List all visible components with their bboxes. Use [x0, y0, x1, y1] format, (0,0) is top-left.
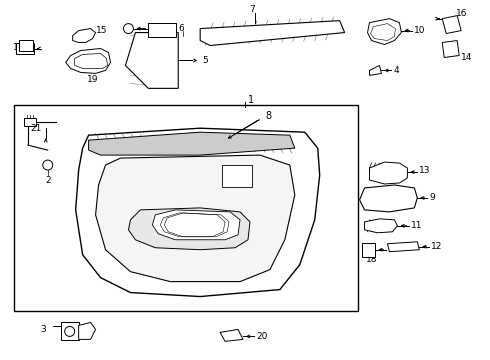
Text: 3: 3 [40, 325, 46, 334]
Polygon shape [75, 128, 319, 297]
Polygon shape [442, 15, 461, 33]
Bar [19, 40, 33, 51]
Polygon shape [78, 323, 96, 339]
Text: 7: 7 [249, 5, 255, 14]
Polygon shape [125, 32, 178, 88]
Polygon shape [200, 21, 344, 45]
Text: 15: 15 [96, 26, 107, 35]
Text: 4: 4 [393, 66, 399, 75]
Polygon shape [89, 132, 295, 155]
Bar [24, 118, 36, 126]
Polygon shape [66, 49, 111, 73]
Text: 9: 9 [429, 193, 435, 202]
Bar [362, 243, 375, 257]
Circle shape [123, 24, 133, 33]
Polygon shape [96, 155, 295, 282]
Text: 18: 18 [366, 255, 377, 264]
Bar [16, 42, 34, 54]
Bar [148, 23, 176, 37]
Bar [222, 165, 252, 187]
Text: 19: 19 [87, 75, 98, 84]
Text: 12: 12 [431, 242, 442, 251]
Bar [61, 323, 78, 340]
Polygon shape [128, 208, 250, 250]
Text: 5: 5 [202, 56, 208, 65]
Text: 6: 6 [178, 24, 184, 33]
Text: 13: 13 [419, 166, 431, 175]
Circle shape [43, 160, 53, 170]
Text: 10: 10 [415, 26, 426, 35]
Text: 16: 16 [456, 9, 467, 18]
Polygon shape [360, 185, 417, 212]
Polygon shape [368, 19, 401, 45]
Text: 21: 21 [31, 124, 42, 133]
Text: 20: 20 [256, 332, 268, 341]
Polygon shape [388, 242, 419, 252]
Text: 1: 1 [248, 95, 254, 105]
Text: 11: 11 [412, 221, 423, 230]
Text: 2: 2 [45, 176, 50, 185]
Text: 8: 8 [265, 111, 271, 121]
Polygon shape [369, 66, 382, 75]
Polygon shape [73, 28, 96, 42]
Polygon shape [365, 219, 397, 233]
Bar [14, 105, 358, 311]
Polygon shape [220, 329, 243, 341]
Polygon shape [442, 41, 459, 58]
Polygon shape [152, 210, 240, 240]
Text: 17: 17 [13, 43, 24, 52]
Text: 14: 14 [461, 53, 472, 62]
Circle shape [65, 327, 74, 336]
Polygon shape [369, 162, 407, 184]
